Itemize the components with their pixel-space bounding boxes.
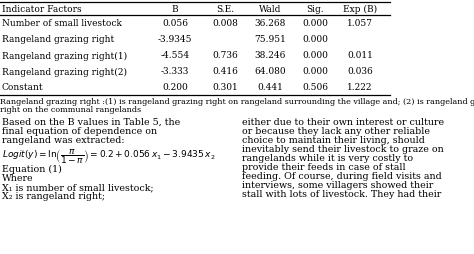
Text: either due to their own interest or culture: either due to their own interest or cult… bbox=[242, 118, 444, 126]
Text: Sig.: Sig. bbox=[306, 5, 324, 14]
Text: right on the communal rangelands: right on the communal rangelands bbox=[0, 106, 141, 114]
Text: 0.000: 0.000 bbox=[302, 19, 328, 28]
Text: or because they lack any other reliable: or because they lack any other reliable bbox=[242, 126, 430, 135]
Text: 0.056: 0.056 bbox=[162, 19, 188, 28]
Text: 0.506: 0.506 bbox=[302, 83, 328, 92]
Text: Exp (B): Exp (B) bbox=[343, 5, 377, 14]
Text: $\mathit{Logit}(y) = \ln\!\left(\dfrac{\pi}{1-\pi}\right) = 0.2 + 0.056\,x_1 - 3: $\mathit{Logit}(y) = \ln\!\left(\dfrac{\… bbox=[2, 146, 216, 165]
Text: rangeland was extracted:: rangeland was extracted: bbox=[2, 135, 125, 145]
Text: 0.000: 0.000 bbox=[302, 51, 328, 60]
Text: Rangeland grazing right(1): Rangeland grazing right(1) bbox=[2, 51, 127, 60]
Text: provide their feeds in case of stall: provide their feeds in case of stall bbox=[242, 162, 406, 171]
Text: 1.057: 1.057 bbox=[347, 19, 373, 28]
Text: X₁ is number of small livestock;: X₁ is number of small livestock; bbox=[2, 182, 154, 191]
Text: 0.301: 0.301 bbox=[212, 83, 238, 92]
Text: X₂ is rangeland right;: X₂ is rangeland right; bbox=[2, 191, 105, 200]
Text: Equation (1): Equation (1) bbox=[2, 164, 62, 173]
Text: B: B bbox=[172, 5, 178, 14]
Text: Where: Where bbox=[2, 173, 34, 182]
Text: rangelands while it is very costly to: rangelands while it is very costly to bbox=[242, 153, 413, 162]
Text: Rangeland grazing right: Rangeland grazing right bbox=[2, 35, 114, 44]
Text: choice to maintain their living, should: choice to maintain their living, should bbox=[242, 135, 425, 145]
Text: 64.080: 64.080 bbox=[254, 67, 286, 76]
Text: Number of small livestock: Number of small livestock bbox=[2, 19, 122, 28]
Text: inevitably send their livestock to graze on: inevitably send their livestock to graze… bbox=[242, 145, 444, 153]
Text: 0.000: 0.000 bbox=[302, 35, 328, 44]
Text: stall with lots of livestock. They had their: stall with lots of livestock. They had t… bbox=[242, 189, 441, 198]
Text: 0.441: 0.441 bbox=[257, 83, 283, 92]
Text: interviews, some villagers showed their: interviews, some villagers showed their bbox=[242, 180, 433, 189]
Text: Indicator Factors: Indicator Factors bbox=[2, 5, 82, 14]
Text: 0.416: 0.416 bbox=[212, 67, 238, 76]
Text: Wald: Wald bbox=[259, 5, 281, 14]
Text: -3.333: -3.333 bbox=[161, 67, 189, 76]
Text: Constant: Constant bbox=[2, 83, 44, 92]
Text: Based on the B values in Table 5, the: Based on the B values in Table 5, the bbox=[2, 118, 180, 126]
Text: Rangeland grazing right(2): Rangeland grazing right(2) bbox=[2, 67, 127, 76]
Text: 0.011: 0.011 bbox=[347, 51, 373, 60]
Text: 38.246: 38.246 bbox=[255, 51, 286, 60]
Text: 1.222: 1.222 bbox=[347, 83, 373, 92]
Text: 0.036: 0.036 bbox=[347, 67, 373, 76]
Text: Rangeland grazing right :(1) is rangeland grazing right on rangeland surrounding: Rangeland grazing right :(1) is rangelan… bbox=[0, 98, 474, 106]
Text: feeding. Of course, during field visits and: feeding. Of course, during field visits … bbox=[242, 171, 442, 180]
Text: 0.736: 0.736 bbox=[212, 51, 238, 60]
Text: final equation of dependence on: final equation of dependence on bbox=[2, 126, 157, 135]
Text: 0.008: 0.008 bbox=[212, 19, 238, 28]
Text: -3.9345: -3.9345 bbox=[158, 35, 192, 44]
Text: 0.200: 0.200 bbox=[162, 83, 188, 92]
Text: -4.554: -4.554 bbox=[160, 51, 190, 60]
Text: 0.000: 0.000 bbox=[302, 67, 328, 76]
Text: 75.951: 75.951 bbox=[254, 35, 286, 44]
Text: 36.268: 36.268 bbox=[255, 19, 286, 28]
Text: S.E.: S.E. bbox=[216, 5, 234, 14]
